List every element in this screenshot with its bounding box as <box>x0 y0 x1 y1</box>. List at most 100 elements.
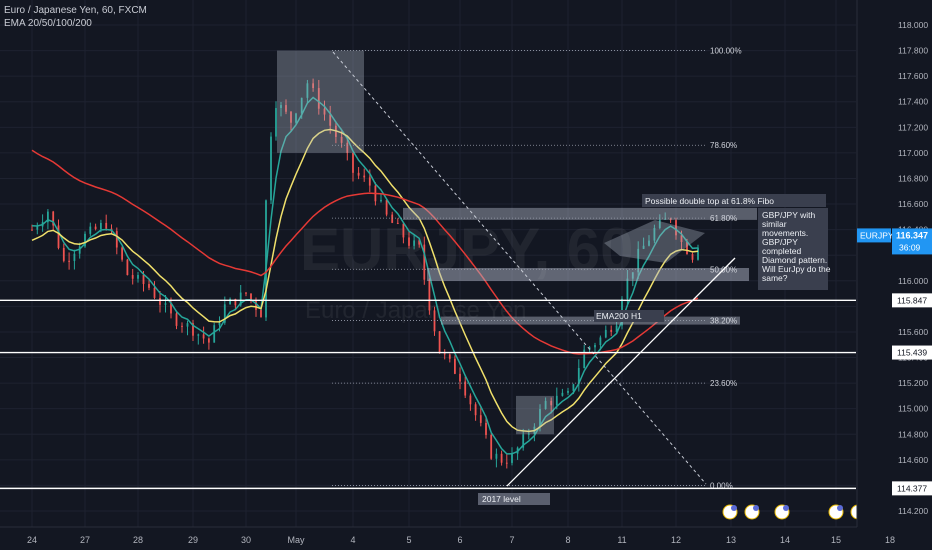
candle-body <box>669 218 672 221</box>
candle-body <box>295 113 297 123</box>
candle-body <box>577 368 580 385</box>
bottom-zone <box>516 395 554 435</box>
fib-label: 100.00% <box>710 47 742 56</box>
last-price: 116.347 <box>896 230 928 240</box>
gbpjpy-note: GBP/JPY with similar movements. GBP/JPY comp… <box>762 210 831 283</box>
candle-body <box>433 310 436 332</box>
time-axis-bg[interactable] <box>0 527 857 550</box>
price-tick: 114.600 <box>898 455 928 465</box>
candle-body <box>153 287 156 298</box>
candle-body <box>78 246 81 254</box>
annotations: Possible double top at 61.8% Fibo GBP/JPY… <box>478 194 831 505</box>
time-tick: 8 <box>565 535 570 545</box>
candle-body <box>68 260 70 262</box>
candle-body <box>229 298 231 305</box>
candle-body <box>100 222 102 230</box>
candle-body <box>84 233 86 247</box>
candle-body <box>464 381 467 396</box>
candle-body <box>391 214 394 223</box>
candle-body <box>290 111 292 123</box>
candle-body <box>47 211 49 223</box>
price-tick: 117.000 <box>898 148 928 158</box>
time-tick: 30 <box>241 535 251 545</box>
level-price-box <box>892 481 932 496</box>
candle-body <box>121 247 123 260</box>
fib-label: 38.20% <box>710 316 737 325</box>
price-tick: 117.800 <box>898 46 928 56</box>
time-tick: 18 <box>885 535 895 545</box>
candle-body <box>522 434 525 448</box>
candle-body <box>479 415 482 423</box>
candle-body <box>594 345 596 348</box>
candle-body <box>380 199 382 202</box>
ema200-line <box>31 149 699 355</box>
bar-countdown: 36:09 <box>899 242 921 252</box>
candle-body <box>428 279 431 311</box>
candle-body <box>164 303 167 305</box>
event-badge-icon <box>753 505 759 511</box>
2017-label: 2017 level <box>482 494 521 504</box>
fib-label: 23.60% <box>710 379 737 388</box>
candle-body <box>300 97 303 114</box>
price-axis-bg[interactable] <box>857 0 932 550</box>
time-tick: 24 <box>27 535 37 545</box>
price-tick: 118.000 <box>898 20 928 30</box>
candle-body <box>260 309 262 318</box>
candle-body <box>505 462 508 464</box>
time-tick: 29 <box>188 535 198 545</box>
gbpjpy-box <box>758 208 828 290</box>
candle-body <box>285 105 287 112</box>
candle-body <box>346 142 349 154</box>
candle-body <box>511 453 513 463</box>
candle-body <box>94 226 97 230</box>
last-price-box <box>892 228 932 255</box>
horizontal-levels <box>0 299 856 490</box>
candle-body <box>413 240 415 246</box>
candle-body <box>105 222 108 229</box>
candle-body <box>317 88 320 109</box>
price-axis: 118.000 117.800 117.600 117.400 117.200 117.0… <box>856 0 932 550</box>
candle-body <box>170 303 172 314</box>
fib-label: 78.60% <box>710 141 737 150</box>
candle-body <box>142 274 145 285</box>
fib-diagonal <box>332 51 707 485</box>
candle-body <box>323 108 326 115</box>
candle-body <box>648 240 650 246</box>
candle-body <box>527 433 530 435</box>
symbol-tag <box>857 228 891 243</box>
price-tick: 114.200 <box>898 506 928 516</box>
candle-body <box>213 325 216 343</box>
candle-body <box>485 422 487 435</box>
candle-body <box>438 331 441 354</box>
indicator-label[interactable]: EMA 20/50/100/200 <box>4 18 92 29</box>
price-tick: 116.800 <box>898 173 928 183</box>
candle-body <box>686 242 688 255</box>
candle-body <box>137 274 139 279</box>
candle-body <box>539 408 541 427</box>
mid-zone <box>427 268 749 281</box>
candle-body <box>197 334 200 336</box>
time-tick: 6 <box>457 535 462 545</box>
top-zone <box>277 50 364 153</box>
candle-body <box>680 235 683 243</box>
ema50-line <box>31 128 699 433</box>
candle-body <box>126 259 129 276</box>
candle-body <box>454 358 456 374</box>
candle-body <box>544 400 547 409</box>
candle-body <box>329 114 332 126</box>
fib-label: 0.00% <box>710 481 733 490</box>
candle-body <box>567 390 569 393</box>
price-tick: 115.000 <box>898 404 928 414</box>
candle-body <box>396 222 399 224</box>
candle-body <box>280 105 282 109</box>
candle-body <box>443 353 446 355</box>
candle-body <box>615 325 618 332</box>
diamond-pattern <box>604 220 705 263</box>
candle-body <box>208 338 210 343</box>
symbol-title[interactable]: Euro / Japanese Yen, 60, FXCM <box>4 5 147 16</box>
price-tick: 116.600 <box>898 199 928 209</box>
candle-body <box>265 200 267 318</box>
price-tick: 114.800 <box>898 429 928 439</box>
